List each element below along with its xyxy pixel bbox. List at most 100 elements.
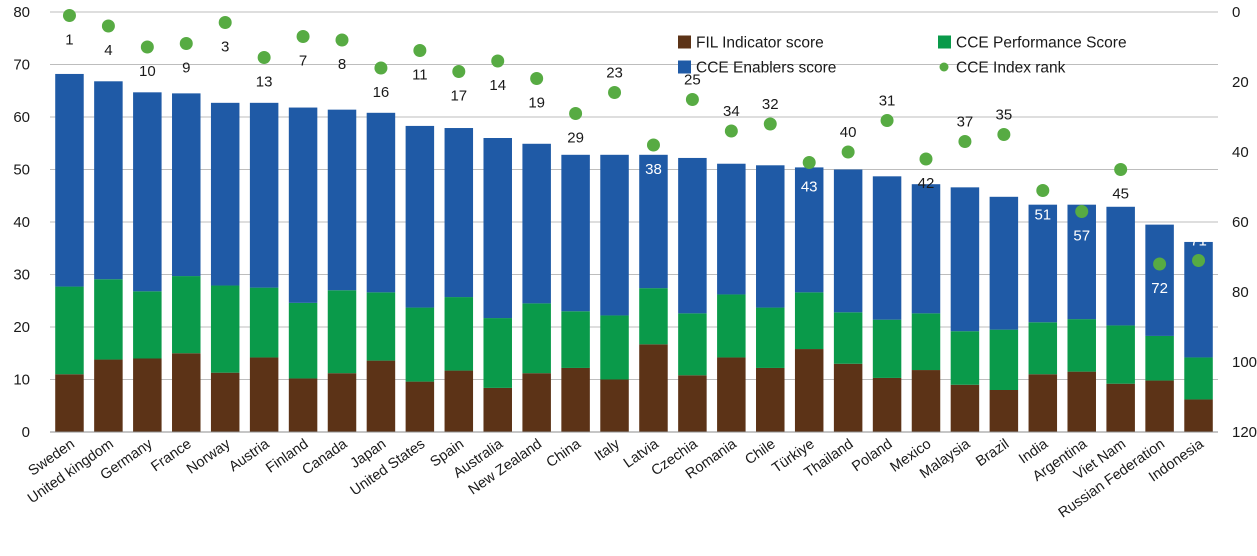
bar-fil-latvia — [639, 344, 668, 432]
bar-enablers-germany — [133, 92, 162, 292]
bar-fil-sweden — [55, 374, 84, 432]
bar-enablers-france — [172, 93, 201, 277]
bar-performance-thailand — [833, 312, 863, 364]
bar-performance-italy — [600, 315, 629, 380]
bar-fil-indonesia — [1184, 399, 1213, 432]
rank-label: 25 — [684, 72, 701, 89]
rank-dot — [958, 135, 972, 148]
rank-label: 45 — [1112, 186, 1129, 203]
bar-fil-romania — [717, 357, 746, 432]
y2-tick-label: 60 — [1232, 214, 1249, 231]
rank-label: 40 — [840, 124, 857, 141]
rank-label: 17 — [450, 88, 467, 105]
rank-label: 71 — [1190, 233, 1207, 250]
rank-dot — [997, 128, 1011, 141]
rank-dot — [1192, 254, 1206, 267]
y-tick-label: 20 — [13, 319, 30, 336]
rank-label: 8 — [338, 56, 346, 73]
rank-dot — [491, 54, 505, 68]
y-tick-label: 60 — [13, 109, 30, 126]
bar-enablers-japan — [366, 112, 396, 293]
rank-label: 57 — [1073, 228, 1090, 245]
bar-performance-poland — [872, 319, 902, 378]
rank-dot — [880, 114, 894, 127]
rank-label: 31 — [879, 93, 896, 110]
rank-label: 72 — [1151, 280, 1168, 297]
rank-label: 19 — [528, 95, 545, 112]
y-tick-label: 10 — [13, 372, 30, 389]
bar-enablers-spain — [444, 128, 474, 298]
bar-enablers-viet-nam — [1106, 206, 1135, 326]
rank-label: 38 — [645, 161, 662, 178]
bars — [55, 73, 1213, 432]
rank-label: 51 — [1034, 207, 1051, 224]
bar-fil-japan — [366, 360, 396, 432]
bar-fil-australia — [483, 387, 512, 432]
legend-label-cce-enablers-score: CCE Enablers score — [696, 60, 836, 77]
legend-label-cce-performance-score: CCE Performance Score — [956, 35, 1127, 52]
bar-fil-spain — [444, 370, 474, 432]
bar-fil-italy — [600, 379, 629, 432]
y2-tick-label: 40 — [1232, 144, 1249, 161]
bar-enablers-italy — [600, 154, 629, 316]
bar-enablers-czechia — [678, 157, 707, 314]
category-label: Norway — [184, 436, 234, 478]
rank-dot — [1036, 184, 1050, 197]
bar-fil-germany — [133, 358, 162, 432]
legend-label-cce-index-rank: CCE Index rank — [956, 60, 1066, 77]
rank-dot — [413, 44, 427, 57]
bar-fil-t-rkiye — [794, 349, 824, 432]
bar-enablers-malaysia — [950, 187, 980, 332]
bar-enablers-latvia — [639, 154, 668, 289]
category-label: Italy — [592, 436, 624, 465]
bar-fil-india — [1028, 374, 1058, 432]
bar-fil-brazil — [989, 390, 1019, 432]
bar-fil-russian-federation — [1145, 380, 1174, 432]
bar-enablers-united-kingdom — [94, 81, 123, 280]
y2-tick-label: 100 — [1232, 354, 1257, 371]
bar-enablers-argentina — [1067, 204, 1096, 320]
y-tick-label: 30 — [13, 267, 30, 284]
bar-performance-india — [1028, 322, 1058, 375]
category-label: Poland — [849, 436, 895, 475]
y-tick-label: 40 — [13, 214, 30, 231]
legend-swatch-fil-indicator-score — [678, 35, 691, 49]
bar-fil-mexico — [911, 370, 941, 432]
bar-performance-chile — [756, 307, 785, 368]
legend-swatch-cce-performance-score — [938, 35, 951, 49]
rank-label: 16 — [373, 84, 390, 101]
bar-performance-indonesia — [1184, 357, 1213, 400]
bar-enablers-china — [561, 154, 590, 312]
rank-label: 7 — [299, 53, 307, 70]
bar-fil-austria — [249, 357, 279, 432]
legend-dot-cce-index-rank — [939, 62, 949, 72]
bar-enablers-romania — [717, 163, 746, 295]
rank-label: 13 — [256, 74, 273, 91]
rank-dot — [335, 33, 349, 47]
category-label: Brazil — [973, 436, 1012, 470]
bar-fil-china — [561, 367, 590, 432]
rank-label: 3 — [221, 39, 229, 56]
bar-performance-new-zealand — [522, 303, 551, 374]
bar-enablers-poland — [872, 176, 902, 320]
rank-dot — [218, 16, 232, 29]
bar-fil-czechia — [678, 375, 707, 432]
bar-performance-romania — [717, 294, 746, 358]
rank-dot — [608, 86, 622, 99]
bar-performance-japan — [366, 292, 396, 361]
bar-performance-canada — [327, 290, 357, 374]
bar-performance-germany — [133, 291, 162, 359]
bar-enablers-australia — [483, 138, 512, 319]
bar-enablers-austria — [249, 102, 279, 288]
bar-enablers-thailand — [833, 169, 863, 313]
rank-dot — [685, 93, 699, 106]
bar-performance-mexico — [911, 313, 941, 371]
bar-fil-france — [172, 353, 201, 432]
y2-tick-label: 20 — [1232, 74, 1249, 91]
bar-fil-canada — [327, 373, 357, 432]
bar-enablers-t-rkiye — [794, 167, 824, 293]
bar-fil-argentina — [1067, 371, 1096, 432]
y2-tick-label: 0 — [1232, 4, 1240, 21]
bar-enablers-norway — [210, 102, 240, 286]
